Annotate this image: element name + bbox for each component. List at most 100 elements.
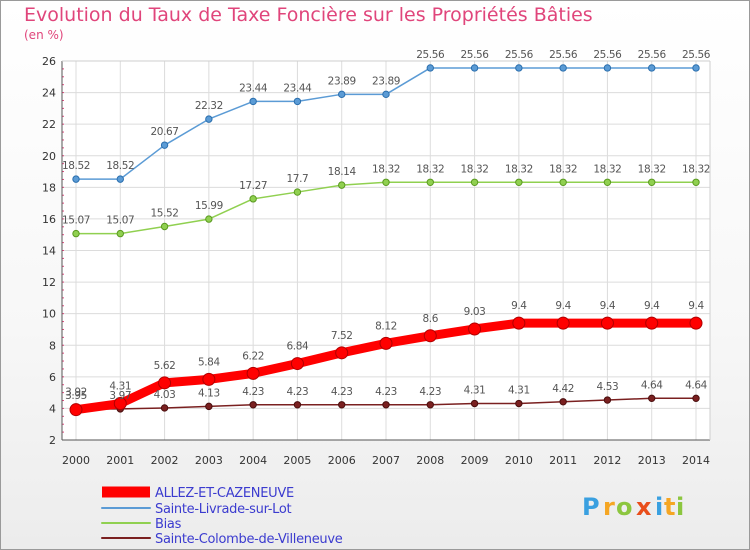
data-point-3 [293,401,302,409]
data-point-3 [470,399,479,408]
data-label: 3.95 [65,390,87,402]
data-label: 25.56 [416,49,445,61]
data-label: 8.6 [423,313,439,325]
data-point-2 [426,178,434,186]
data-label: 4.23 [419,386,441,398]
data-point-3 [426,401,434,409]
data-point-2 [116,229,124,238]
x-tick-label: 2003 [195,454,223,467]
data-point-3 [249,401,257,409]
y-tick-label: 6 [49,371,56,384]
data-label: 18.32 [505,163,533,175]
data-label: 25.56 [682,49,711,61]
data-point-0 [689,316,703,330]
data-point-2 [559,178,567,186]
data-label: 17.7 [287,173,309,185]
logo-letter: t [664,493,675,521]
data-point-1 [603,64,612,72]
data-label: 4.13 [198,387,220,399]
data-point-1 [515,64,523,72]
data-point-3 [603,396,612,404]
data-point-2 [293,188,302,196]
x-tick-label: 2000 [62,454,90,467]
data-label: 4.53 [597,381,619,393]
data-point-0 [335,346,349,360]
data-label: 18.32 [593,163,621,175]
y-tick-label: 2 [49,434,56,447]
data-point-2 [515,178,523,186]
data-label: 23.44 [239,82,268,94]
data-label: 6.84 [287,341,309,353]
logo-letter: o [616,493,633,521]
data-point-0 [158,376,172,390]
data-label: 25.56 [593,49,622,61]
data-point-1 [382,90,390,99]
y-tick-label: 20 [42,150,56,163]
data-point-0 [113,397,127,411]
data-point-3 [692,394,700,403]
data-point-2 [249,195,257,203]
data-point-0 [600,316,614,330]
data-point-0 [645,316,659,330]
data-point-0 [379,336,393,350]
chart-subtitle: (en %) [24,28,64,42]
data-point-1 [338,90,346,99]
data-label: 4.64 [685,379,707,391]
data-label: 25.56 [505,49,534,61]
x-tick-label: 2010 [505,454,533,467]
y-tick-label: 26 [42,55,56,68]
y-tick-label: 22 [42,118,56,131]
data-point-1 [116,175,124,183]
x-tick-label: 2011 [549,454,577,467]
data-point-1 [160,141,169,149]
data-point-1 [426,64,434,72]
data-point-3 [648,394,656,403]
data-label: 15.07 [62,215,90,227]
data-label: 4.42 [552,383,574,395]
legend-label: Sainte-Livrade-sur-Lot [155,502,292,517]
data-point-1 [648,64,656,72]
data-point-0 [468,322,482,336]
data-point-2 [160,222,169,231]
data-point-1 [205,115,213,123]
data-point-1 [692,64,700,72]
data-label: 18.32 [461,163,489,175]
data-point-2 [72,229,80,238]
data-point-1 [249,97,257,106]
x-tick-label: 2005 [283,454,311,467]
data-label: 4.23 [287,386,309,398]
data-label: 5.84 [198,356,220,368]
y-tick-label: 14 [42,245,56,258]
x-tick-label: 2006 [328,454,356,467]
data-label: 20.67 [151,126,179,138]
data-label: 4.23 [331,386,353,398]
data-point-1 [72,175,80,183]
data-label: 4.31 [464,385,486,397]
data-point-0 [290,357,304,371]
y-tick-label: 24 [42,87,56,100]
y-tick-label: 10 [42,308,56,321]
data-label: 23.89 [328,75,356,87]
data-label: 9.4 [688,300,704,312]
logo-letter: i [676,493,684,521]
data-label: 17.27 [239,180,267,192]
chart-title: Evolution du Taux de Taxe Foncière sur l… [24,4,593,26]
data-point-0 [512,316,526,330]
data-point-2 [205,215,213,223]
x-tick-label: 2013 [638,454,666,467]
data-labels: 3.92 4.31 5.62 5.84 6.22 6.84 7.52 8.12 8.6 9.03 9… [62,49,711,402]
data-point-1 [559,64,567,72]
data-label: 18.32 [416,163,444,175]
x-tick-label: 2002 [151,454,179,467]
legend-label: Sainte-Colombe-de-Villeneuve [155,532,343,547]
data-point-3 [515,399,523,408]
data-label: 18.32 [549,163,577,175]
data-label: 4.23 [242,386,264,398]
data-label: 18.32 [682,163,710,175]
data-point-2 [648,178,656,186]
y-tick-label: 18 [42,181,56,194]
data-point-2 [382,178,390,186]
x-tick-label: 2001 [106,454,134,467]
